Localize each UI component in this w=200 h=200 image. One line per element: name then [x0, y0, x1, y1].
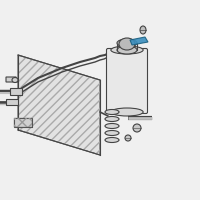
Ellipse shape — [117, 46, 137, 54]
FancyBboxPatch shape — [106, 48, 148, 114]
Ellipse shape — [105, 116, 119, 121]
Ellipse shape — [117, 39, 137, 47]
Ellipse shape — [12, 77, 18, 82]
Polygon shape — [10, 88, 22, 95]
Ellipse shape — [119, 38, 135, 50]
Ellipse shape — [105, 123, 119, 129]
Ellipse shape — [105, 130, 119, 136]
Ellipse shape — [105, 138, 119, 142]
Ellipse shape — [125, 135, 131, 141]
Ellipse shape — [105, 110, 119, 114]
Polygon shape — [130, 37, 148, 45]
Ellipse shape — [140, 26, 146, 34]
Polygon shape — [6, 77, 18, 82]
Ellipse shape — [111, 46, 143, 54]
Polygon shape — [6, 99, 18, 105]
Polygon shape — [18, 55, 100, 155]
Polygon shape — [14, 118, 32, 127]
Ellipse shape — [111, 108, 143, 116]
Ellipse shape — [133, 124, 141, 132]
